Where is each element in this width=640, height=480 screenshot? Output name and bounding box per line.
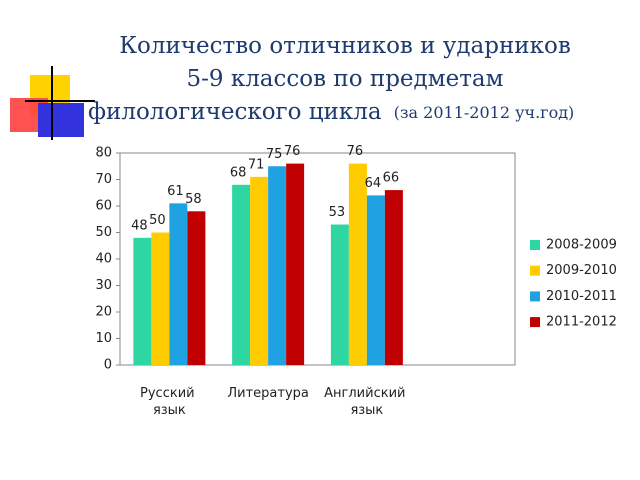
legend-label: 2008-2009 (546, 238, 617, 253)
data-label: 64 (365, 176, 382, 191)
y-tick-label: 80 (95, 146, 112, 161)
data-label: 48 (131, 218, 148, 233)
data-label: 75 (266, 147, 283, 162)
bar (286, 163, 305, 365)
legend-swatch (530, 240, 540, 250)
data-label: 61 (167, 184, 184, 199)
data-label: 76 (347, 144, 364, 159)
x-tick-label: Литература (227, 386, 309, 401)
bar (250, 176, 269, 365)
y-tick-label: 70 (95, 172, 112, 187)
chart-title: филологического цикла (за 2011-2012 уч.го… (88, 99, 574, 125)
data-label: 68 (230, 165, 247, 180)
data-label: 76 (284, 144, 301, 159)
legend-label: 2010-2011 (546, 289, 617, 304)
bar (151, 232, 170, 365)
bar (366, 195, 385, 365)
chart-title: Количество отличников и ударников (119, 33, 571, 59)
bar (133, 237, 152, 365)
x-tick-label: Английский язык (324, 386, 409, 418)
bar (384, 190, 403, 365)
y-tick-label: 50 (95, 225, 112, 240)
y-tick-label: 60 (95, 199, 112, 214)
data-label: 71 (248, 157, 265, 172)
data-label: 66 (383, 171, 400, 186)
data-label: 50 (149, 213, 166, 228)
bar (232, 184, 251, 365)
x-tick-label: Русский язык (140, 386, 199, 418)
y-tick-label: 10 (95, 331, 112, 346)
y-tick-label: 30 (95, 278, 112, 293)
bar (348, 163, 367, 365)
legend-label: 2011-2012 (546, 315, 617, 330)
bar (330, 224, 349, 365)
y-tick-label: 20 (95, 305, 112, 320)
chart-title: 5-9 классов по предметам (186, 66, 503, 92)
legend-label: 2009-2010 (546, 263, 617, 278)
y-tick-label: 40 (95, 252, 112, 267)
decoration (10, 66, 95, 140)
bar (187, 211, 206, 365)
data-label: 53 (329, 205, 346, 220)
title-note: (за 2011-2012 уч.год) (394, 103, 575, 122)
y-tick-label: 0 (104, 358, 112, 373)
legend-swatch (530, 265, 540, 276)
legend-swatch (530, 291, 540, 302)
legend-swatch (530, 317, 540, 328)
chart-title: филологического цикла (88, 99, 382, 125)
data-label: 58 (185, 192, 202, 207)
bar (169, 203, 188, 365)
bar (268, 166, 287, 365)
